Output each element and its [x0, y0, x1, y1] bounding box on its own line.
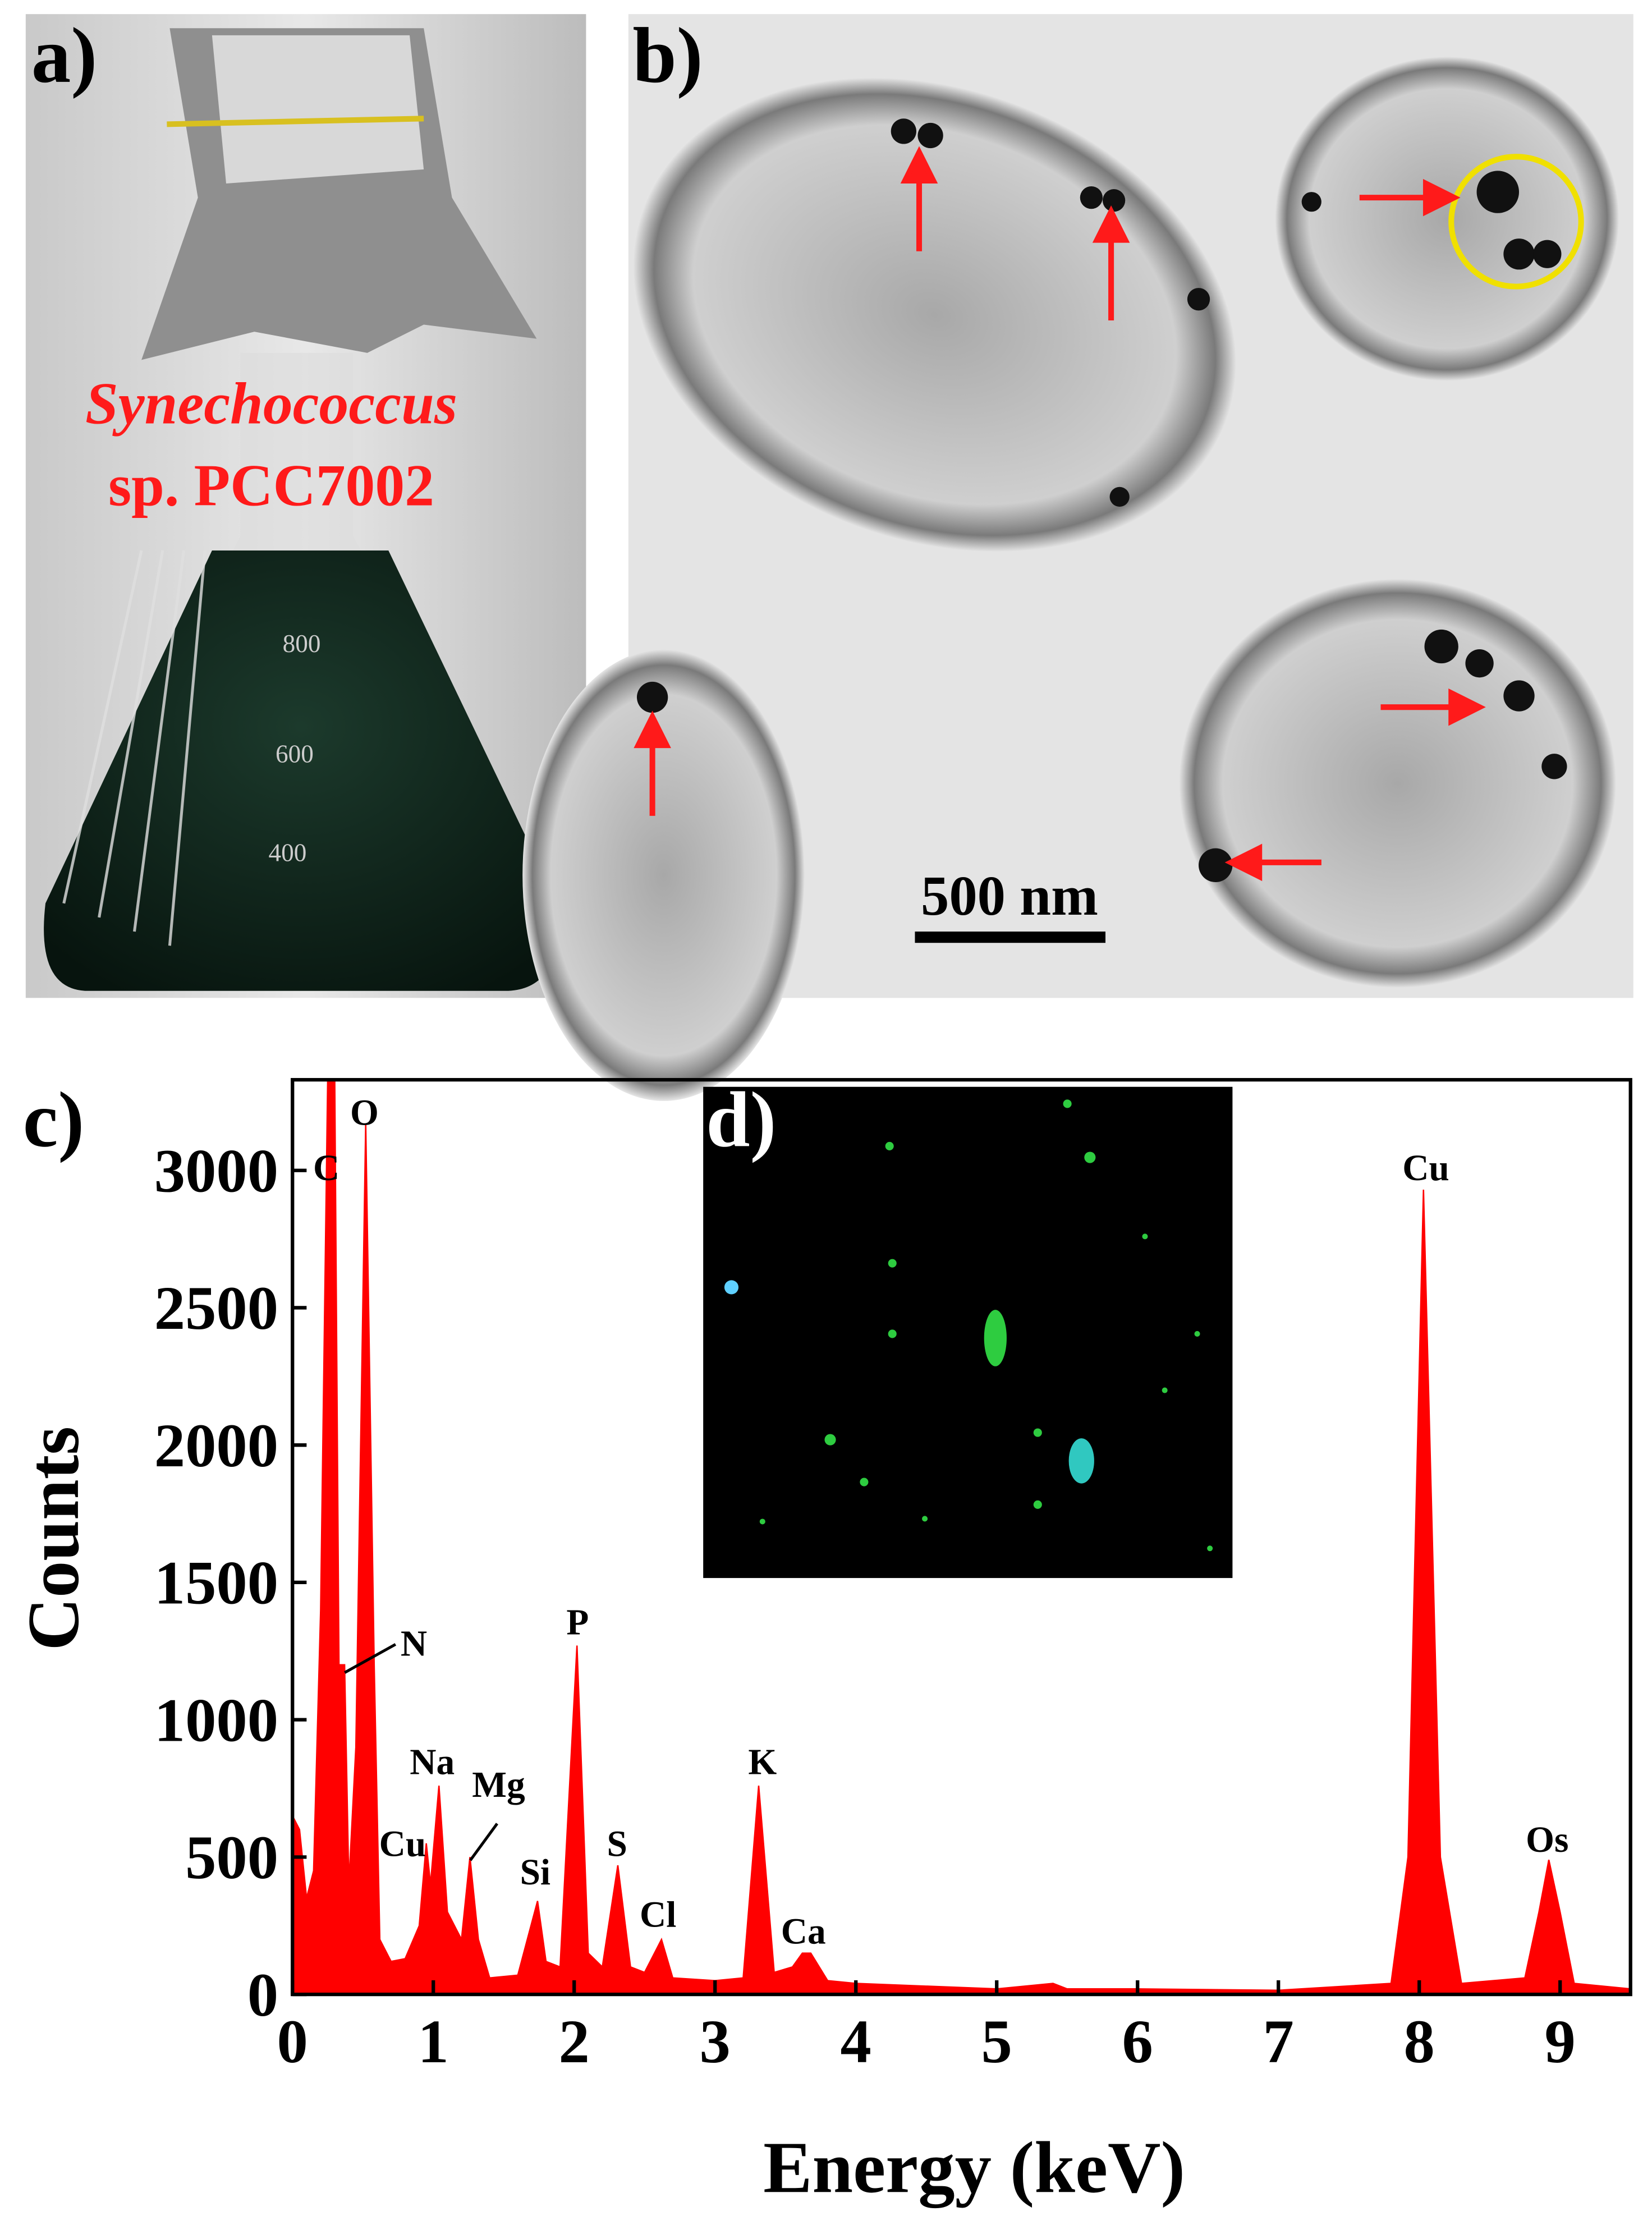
peak-label: O: [350, 1093, 379, 1134]
eds-map: [703, 1086, 1233, 1579]
strain-name: sp. PCC7002: [108, 452, 434, 518]
scale-bar-label: 500 nm: [921, 864, 1098, 927]
peak-label: Si: [520, 1852, 551, 1893]
tem-image: [522, 14, 1633, 1101]
peak-label: K: [748, 1742, 777, 1783]
x-tick-label: 1: [418, 2007, 449, 2076]
peak-label: C: [313, 1148, 339, 1189]
y-tick-label: 1500: [154, 1548, 278, 1617]
y-axis-title: Counts: [13, 1426, 94, 1651]
flask-mark: 600: [276, 740, 314, 768]
peak-label: Os: [1526, 1820, 1568, 1860]
panel-label: b): [632, 12, 703, 99]
peak-label: N: [401, 1623, 427, 1664]
x-axis-title: Energy (keV): [763, 2127, 1185, 2208]
leader-line: [344, 1643, 397, 1674]
x-tick-label: 5: [981, 2007, 1012, 2076]
y-tick-label: 2500: [154, 1273, 278, 1342]
x-tick-label: 8: [1404, 2007, 1435, 2076]
x-tick-label: 6: [1122, 2007, 1153, 2076]
x-tick-label: 4: [841, 2007, 871, 2076]
y-tick-label: 2000: [154, 1411, 278, 1480]
y-tick-label: 0: [247, 1960, 278, 2029]
peak-label: Cl: [640, 1894, 676, 1935]
peak-label: Cu: [379, 1824, 426, 1865]
peak-label: Ca: [781, 1912, 826, 1952]
x-tick-label: 0: [277, 2007, 308, 2076]
peak-label: Na: [410, 1742, 455, 1783]
x-tick-label: 7: [1263, 2007, 1294, 2076]
plot-frame: [291, 1078, 1632, 1997]
peak-label: P: [566, 1603, 589, 1643]
species-name: Synechococcus: [85, 371, 457, 437]
peak-label: Cu: [1402, 1148, 1449, 1189]
spectrum: [291, 1079, 1631, 1995]
peak-label: S: [607, 1824, 627, 1865]
panel-label: d): [706, 1076, 776, 1163]
x-tick-label: 2: [559, 2007, 590, 2076]
panel-label: a): [31, 12, 97, 99]
peak-label: Mg: [472, 1765, 525, 1805]
y-tick-label: 500: [185, 1823, 278, 1892]
y-tick-label: 3000: [154, 1136, 278, 1205]
panel-label: c): [23, 1076, 84, 1163]
x-tick-label: 3: [700, 2007, 731, 2076]
flask-mark: 800: [283, 630, 321, 658]
x-tick-label: 9: [1545, 2007, 1576, 2076]
flask-photo: [25, 14, 586, 998]
leader-line: [469, 1823, 498, 1861]
flask-mark: 400: [268, 838, 306, 866]
y-tick-label: 1000: [154, 1685, 278, 1754]
